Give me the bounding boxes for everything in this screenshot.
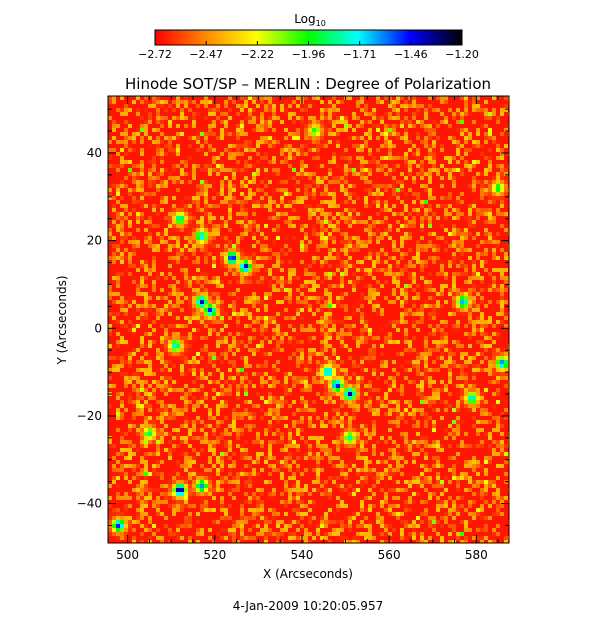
- heatmap: [108, 96, 509, 543]
- y-tick-label: 0: [94, 321, 102, 335]
- chart-title: Hinode SOT/SP – MERLIN : Degree of Polar…: [125, 75, 491, 93]
- timestamp: 4-Jan-2009 10:20:05.957: [233, 599, 383, 613]
- colorbar-tick-label: −2.72: [138, 48, 172, 61]
- colorbar-tick-label: −2.22: [240, 48, 274, 61]
- y-tick-label: −20: [77, 409, 102, 423]
- x-axis: 500 520 540 560 580: [116, 96, 499, 562]
- y-axis-label: Y (Arcseconds): [55, 275, 69, 365]
- x-axis-label: X (Arcseconds): [263, 567, 353, 581]
- plot-frame: [107, 95, 510, 544]
- y-tick-label: 20: [87, 234, 102, 248]
- y-axis: −40 −20 0 20 40: [77, 108, 509, 526]
- colorbar-label: Log10: [294, 12, 326, 28]
- x-tick-label: 500: [116, 548, 139, 562]
- colorbar-tick-label: −1.71: [343, 48, 377, 61]
- x-tick-label: 560: [378, 548, 401, 562]
- colorbar-tick-label: −1.46: [394, 48, 428, 61]
- y-tick-label: 40: [87, 146, 102, 160]
- colorbar: Log10 −2.72 −2.47 −2.22 −1.96 −1.71 −1.46 −1.2…: [138, 12, 479, 61]
- colorbar-tick-label: −1.20: [445, 48, 479, 61]
- x-tick-label: 520: [203, 548, 226, 562]
- colorbar-tick-label: −2.47: [189, 48, 223, 61]
- y-tick-label: −40: [77, 497, 102, 511]
- x-tick-label: 540: [291, 548, 314, 562]
- x-tick-label: 580: [465, 548, 488, 562]
- colorbar-ticks: −2.72 −2.47 −2.22 −1.96 −1.71 −1.46 −1.20: [138, 41, 479, 61]
- colorbar-tick-label: −1.96: [292, 48, 326, 61]
